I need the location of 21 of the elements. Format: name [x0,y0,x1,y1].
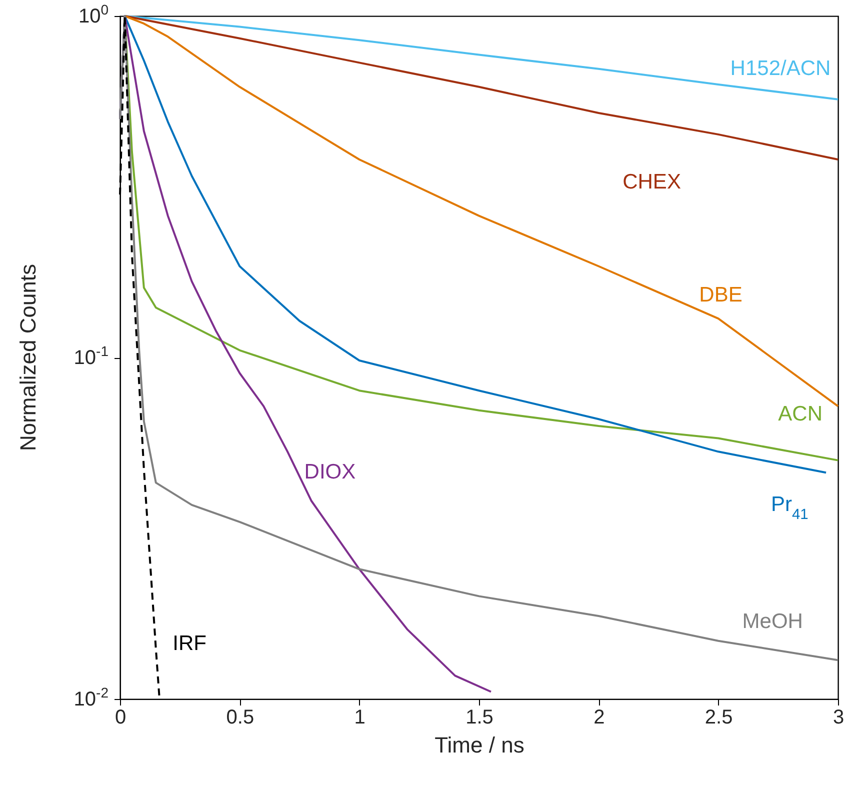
x-tick-label: 0 [114,706,126,728]
series-label: Pr$_{41}$ [770,492,808,523]
x-tick-label: 2.5 [704,706,733,728]
y-axis-title: Normalized Counts [16,264,40,452]
series-label: IRF [172,632,206,655]
y-tick-label: 10$^{-1}$ [74,343,109,369]
x-axis-title: Time / ns [434,732,524,758]
x-tick-label: 3 [832,706,844,728]
y-tick-label: 10$^{0}$ [78,2,109,28]
series-label: H152/ACN [730,56,831,80]
x-tick-label: 0.5 [226,706,254,728]
series-label: MeOH [742,610,803,634]
x-tick-label: 1 [354,706,366,728]
text: CHEX [622,170,681,194]
x-tick-label: 2 [594,706,605,728]
line-series [119,15,839,662]
series-label: DIOX [304,460,356,484]
series-label: ACN [778,402,823,426]
y-tick-label: 10$^{-2}$ [74,684,109,710]
x-tick-label: 1.5 [466,706,494,728]
series-label: DBE [699,283,742,306]
